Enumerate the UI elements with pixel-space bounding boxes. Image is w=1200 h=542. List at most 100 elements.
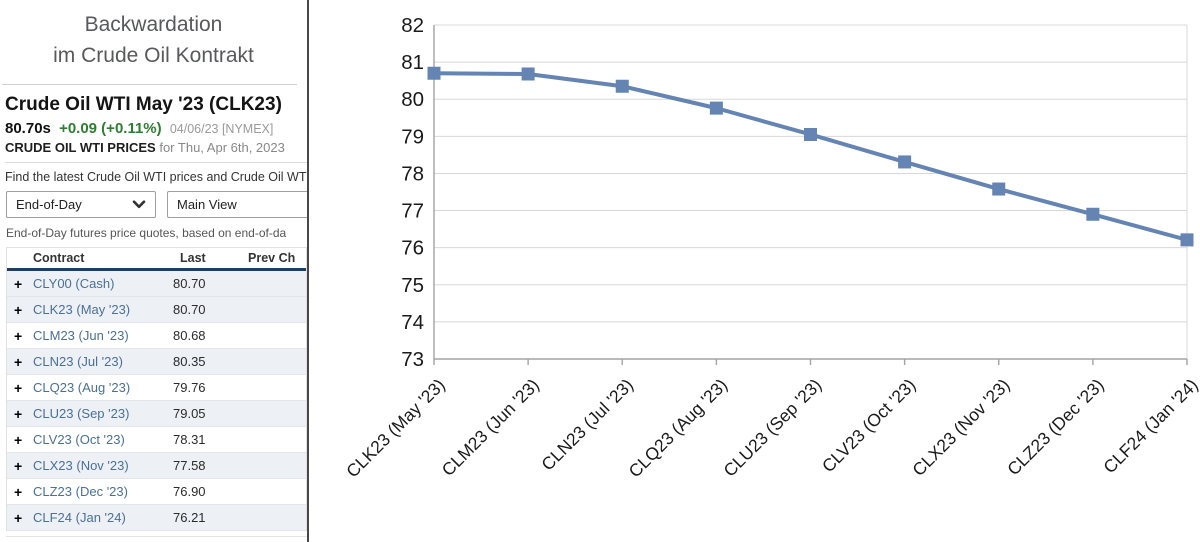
x-tick-label: CLF24 (Jan '24): [1099, 375, 1200, 477]
table-row: + CLK23 (May '23) 80.70: [7, 297, 306, 323]
last-price: 80.70s: [5, 120, 51, 137]
data-point-marker: [521, 67, 535, 81]
contract-link[interactable]: CLV23 (Oct '23): [33, 432, 125, 447]
y-tick-label: 78: [401, 162, 424, 185]
x-axis: CLK23 (May '23)CLM23 (Jun '23)CLN23 (Jul…: [342, 359, 1200, 481]
y-tick-label: 76: [401, 237, 424, 260]
expand-row-button[interactable]: +: [14, 327, 23, 344]
x-tick-label: CLM23 (Jun '23): [438, 375, 543, 480]
price-line-series: [427, 66, 1194, 247]
x-tick-label: CLN23 (Jul '23): [537, 375, 637, 475]
expand-row-button[interactable]: +: [14, 301, 23, 318]
futures-curve-chart: 73 74 75 76 77 78 79 80 81 82 CLK23 (May '23) CLM23…: [309, 0, 1200, 542]
last-price-cell: 79.05: [173, 406, 206, 421]
y-tick-label: 79: [401, 125, 424, 148]
table-row: + CLF24 (Jan '24) 76.21: [7, 505, 306, 531]
y-axis: 73 74 75 76 77 78 79 80 81 82: [401, 14, 1188, 371]
expand-row-button[interactable]: +: [14, 405, 23, 422]
table-row: + CLU23 (Sep '23) 79.05: [7, 401, 306, 427]
x-tick-label: CLQ23 (Aug '23): [625, 375, 732, 482]
title-separator: [2, 84, 297, 85]
expand-row-button[interactable]: +: [14, 431, 23, 448]
table-row: + CLZ23 (Dec '23) 76.90: [7, 479, 306, 505]
contract-link[interactable]: CLX23 (Nov '23): [33, 458, 129, 473]
futures-price-table: Contract Last Prev Ch + CLY00 (Cash) 80.70…: [6, 248, 307, 531]
table-header-row: Contract Last Prev Ch: [7, 248, 306, 271]
last-column-header: Last: [180, 251, 206, 265]
panel-title-line1: Backwardation: [84, 13, 223, 36]
last-price-cell: 80.35: [173, 354, 206, 369]
contract-link[interactable]: CLU23 (Sep '23): [33, 406, 130, 421]
data-point-marker: [615, 79, 629, 93]
expand-row-button[interactable]: +: [14, 353, 23, 370]
intro-text: Find the latest Crude Oil WTI prices and…: [5, 170, 307, 184]
quotes-caption: End-of-Day futures price quotes, based o…: [6, 226, 307, 248]
table-row: + CLM23 (Jun '23) 80.68: [7, 323, 306, 349]
data-point-marker: [1086, 207, 1100, 221]
x-tick-label: CLU23 (Sep '23): [719, 375, 825, 481]
chart-svg: 73 74 75 76 77 78 79 80 81 82 CLK23 (May '23)CLM23…: [342, 14, 1200, 481]
table-row: + CLV23 (Oct '23) 78.31: [7, 427, 306, 453]
expand-row-button[interactable]: +: [14, 483, 23, 500]
view-select[interactable]: Main View: [167, 191, 307, 218]
prices-heading-label: CRUDE OIL WTI PRICES: [5, 140, 156, 155]
y-tick-label: 75: [401, 274, 424, 297]
expand-row-button[interactable]: +: [14, 457, 23, 474]
expand-row-button[interactable]: +: [14, 275, 23, 292]
chevron-down-icon: [132, 200, 146, 209]
x-tick-label: CLX23 (Nov '23): [908, 375, 1013, 480]
quote-price-line: 80.70s +0.09 (+0.11%) 04/06/23 [NYMEX]: [5, 120, 307, 137]
x-tick-label: CLK23 (May '23): [342, 375, 449, 482]
data-point-marker: [709, 101, 723, 115]
y-tick-label: 77: [401, 200, 424, 223]
table-body: + CLY00 (Cash) 80.70 + CLK23 (May '23) 80.70 +…: [7, 271, 306, 531]
period-select-value: End-of-Day: [16, 197, 82, 212]
table-row: + CLY00 (Cash) 80.70: [7, 271, 306, 297]
data-point-marker: [1180, 233, 1194, 247]
last-price-cell: 78.31: [173, 432, 206, 447]
quote-panel: Backwardation im Crude Oil Kontrakt Crud…: [0, 0, 307, 542]
table-row: + CLN23 (Jul '23) 80.35: [7, 349, 306, 375]
panel-title-line2: im Crude Oil Kontrakt: [53, 44, 254, 67]
contract-link[interactable]: CLM23 (Jun '23): [33, 328, 129, 343]
contract-link[interactable]: CLQ23 (Aug '23): [33, 380, 131, 395]
table-row: + CLX23 (Nov '23) 77.58: [7, 453, 306, 479]
last-price-cell: 80.70: [173, 302, 206, 317]
contract-link[interactable]: CLZ23 (Dec '23): [33, 484, 128, 499]
last-price-cell: 76.90: [173, 484, 206, 499]
last-price-cell: 79.76: [173, 380, 206, 395]
price-change: +0.09 (+0.11%): [59, 120, 162, 137]
last-price-cell: 80.68: [173, 328, 206, 343]
contract-link[interactable]: CLN23 (Jul '23): [33, 354, 123, 369]
contract-link[interactable]: CLY00 (Cash): [33, 276, 115, 291]
period-select[interactable]: End-of-Day: [6, 191, 156, 218]
data-point-marker: [804, 127, 817, 141]
last-price-cell: 76.21: [173, 510, 206, 525]
table-row: + CLQ23 (Aug '23) 79.76: [7, 375, 306, 401]
last-price-cell: 80.70: [173, 276, 206, 291]
panel-divider: [307, 0, 309, 542]
view-select-value: Main View: [177, 197, 237, 212]
x-tick-label: CLZ23 (Dec '23): [1003, 375, 1108, 480]
quote-controls: End-of-Day Main View: [6, 191, 307, 218]
expand-row-button[interactable]: +: [14, 509, 23, 526]
symbol-title: Crude Oil WTI May '23 (CLK23): [5, 94, 282, 115]
data-point-marker: [898, 155, 912, 169]
y-tick-label: 82: [401, 14, 424, 37]
contract-column-header: Contract: [33, 251, 85, 265]
clipped-next-row: [6, 531, 307, 537]
prices-heading: CRUDE OIL WTI PRICES for Thu, Apr 6th, 2…: [5, 140, 307, 163]
y-tick-label: 74: [401, 311, 424, 334]
y-tick-label: 81: [401, 51, 424, 74]
panel-title: Backwardation im Crude Oil Kontrakt: [0, 0, 307, 71]
expand-row-button[interactable]: +: [14, 379, 23, 396]
contract-link[interactable]: CLF24 (Jan '24): [33, 510, 126, 525]
contract-link[interactable]: CLK23 (May '23): [33, 302, 131, 317]
x-tick-label: CLV23 (Oct '23): [818, 375, 920, 477]
prices-heading-date: for Thu, Apr 6th, 2023: [159, 140, 285, 155]
last-price-cell: 77.58: [173, 458, 206, 473]
y-tick-label: 73: [401, 348, 424, 371]
y-tick-label: 80: [401, 88, 424, 111]
quote-date-exchange: 04/06/23 [NYMEX]: [169, 122, 274, 136]
